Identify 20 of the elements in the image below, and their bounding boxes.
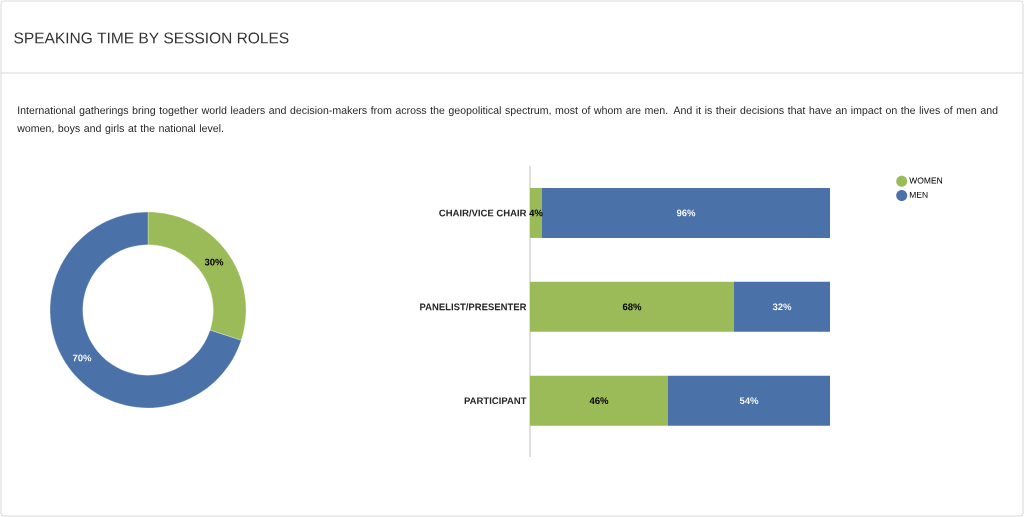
data-label: 46% [589, 397, 609, 405]
y-tick-label: CHAIR/VICE CHAIR [439, 209, 527, 217]
chart-title: SPEAKING TIME BY SESSION ROLES [14, 32, 289, 44]
bar [530, 187, 543, 238]
text: International gatherings bring together world leaders and decision-makers from across the geopolitical spectrum, most of whom are men. And it is their decisions that have an impact on the lives of men and women, boys and girls at the national level. [17, 106, 998, 135]
data-label: 68% [622, 303, 642, 311]
data-label: 96% [676, 209, 696, 217]
bar [542, 187, 831, 238]
y-tick-label: PANELIST/PRESENTER [420, 303, 527, 311]
bar [530, 281, 735, 332]
data-label: 32% [772, 303, 792, 311]
data-label: 30% [204, 258, 224, 266]
data-label: 70% [72, 354, 92, 362]
data-label: 54% [739, 397, 759, 405]
legend-label: WOMEN [909, 177, 943, 184]
legend-label: MEN [909, 191, 928, 198]
bar [668, 375, 831, 426]
y-tick-label: PARTICIPANT [464, 397, 527, 405]
bar [734, 281, 831, 332]
bar [530, 375, 669, 426]
